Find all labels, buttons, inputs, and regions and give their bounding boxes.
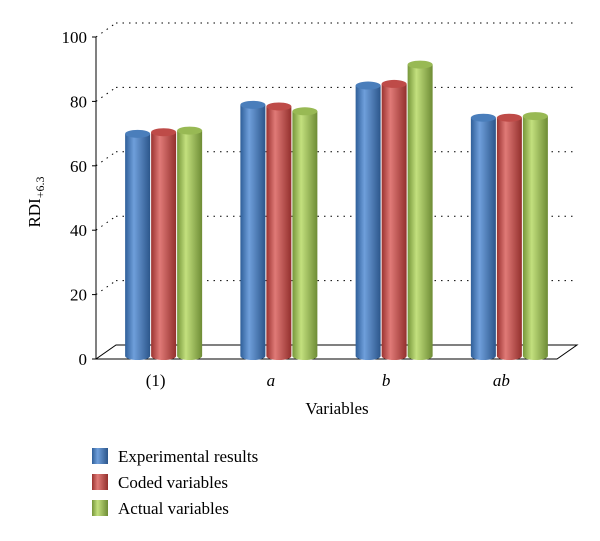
y-tick-label: 60 <box>70 157 87 176</box>
x-tick-label: ab <box>493 371 510 390</box>
bar <box>381 79 407 360</box>
bar-body <box>496 117 522 360</box>
bar-body <box>292 111 318 360</box>
chart-floor <box>94 344 579 360</box>
bar <box>240 100 266 360</box>
legend: Experimental results Coded variables Actua… <box>92 447 258 518</box>
y-axis-ticks: 0 20 40 60 80 100 <box>62 28 96 369</box>
gridline-side <box>95 280 117 296</box>
bar <box>292 107 318 360</box>
bar <box>177 126 203 360</box>
gridline-side <box>95 215 117 231</box>
bar-body <box>266 106 292 360</box>
legend-swatch <box>92 500 108 516</box>
bar-body <box>522 116 548 360</box>
bar-top <box>381 79 407 88</box>
bar <box>125 129 151 360</box>
legend-item: Coded variables <box>92 473 228 492</box>
bar-top <box>470 113 496 122</box>
y-tick-label: 0 <box>79 350 88 369</box>
bar <box>151 128 177 360</box>
x-tick-label: (1) <box>146 371 166 390</box>
bar-body <box>177 130 203 360</box>
y-tick-label: 40 <box>70 221 87 240</box>
bar-top <box>355 81 381 90</box>
bar <box>266 102 292 360</box>
bar-body <box>125 133 151 360</box>
x-tick-label: b <box>382 371 391 390</box>
bar-body <box>470 117 496 360</box>
bar <box>470 113 496 360</box>
legend-item: Experimental results <box>92 447 258 466</box>
bar <box>522 112 548 360</box>
bar <box>496 113 522 360</box>
bar-body <box>240 104 266 360</box>
bar-body <box>407 64 433 360</box>
bar <box>407 60 433 360</box>
legend-label: Experimental results <box>118 447 258 466</box>
bar-body <box>381 83 407 360</box>
bar-top <box>407 60 433 69</box>
bar-top <box>177 126 203 135</box>
bar <box>355 81 381 361</box>
legend-swatch <box>92 448 108 464</box>
legend-item: Actual variables <box>92 499 229 518</box>
floor-plane <box>94 344 579 360</box>
bar-top <box>292 107 318 116</box>
y-axis-label-main: RDI <box>25 198 44 228</box>
legend-swatch <box>92 474 108 490</box>
x-axis-label: Variables <box>305 399 368 418</box>
y-axis-label: RDI+6.3 <box>25 176 47 227</box>
bar-top <box>266 102 292 111</box>
bar-top <box>522 112 548 121</box>
bar-top <box>496 113 522 122</box>
gridline-side <box>95 151 117 167</box>
legend-label: Coded variables <box>118 473 228 492</box>
y-axis-label-subscript: +6.3 <box>33 176 47 198</box>
bars <box>125 60 548 361</box>
x-tick-label: a <box>267 371 276 390</box>
bar-top <box>125 129 151 138</box>
gridline-side <box>95 86 117 102</box>
bar-body <box>355 85 381 361</box>
bar-body <box>151 132 177 360</box>
legend-label: Actual variables <box>118 499 229 518</box>
gridline-side <box>95 22 117 38</box>
x-axis-categories: (1) a b ab <box>146 371 510 390</box>
y-tick-label: 20 <box>70 286 87 305</box>
bar-top <box>151 128 177 137</box>
bar-top <box>240 100 266 109</box>
y-tick-label: 100 <box>62 28 88 47</box>
y-tick-label: 80 <box>70 92 87 111</box>
